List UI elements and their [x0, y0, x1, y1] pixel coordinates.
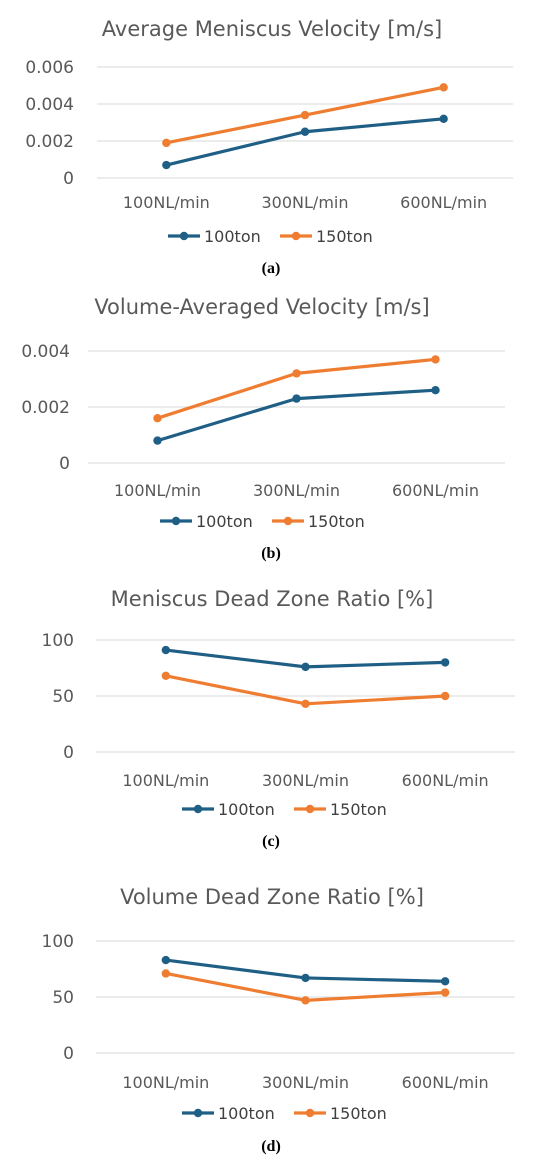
x-tick-label: 300NL/min — [262, 1073, 349, 1092]
chart-svg-a: Average Meniscus Velocity [m/s] 0 0.002 0.0… — [25, 17, 513, 277]
legend-label: 150ton — [316, 227, 373, 246]
data-point-150ton — [162, 138, 171, 148]
legend-item-100ton: 100ton — [182, 1104, 275, 1123]
y-tick-label: 0.002 — [21, 398, 70, 418]
legend-item-100ton: 100ton — [182, 800, 275, 819]
legend-marker — [179, 231, 189, 241]
y-tick-label: 100 — [42, 631, 74, 651]
legend-item-150ton: 150ton — [272, 512, 365, 531]
legend-label: 100ton — [204, 227, 261, 246]
data-point-100ton — [161, 645, 171, 655]
y-tick-label: 0 — [59, 454, 70, 474]
x-tick-label: 300NL/min — [253, 481, 340, 500]
data-point-100ton — [153, 436, 162, 445]
y-tick-label: 100 — [42, 932, 74, 952]
data-point-150ton — [301, 996, 310, 1005]
chart-title: Average Meniscus Velocity [m/s] — [102, 17, 442, 41]
legend-marker — [305, 1108, 315, 1118]
x-tick-label: 300NL/min — [262, 771, 349, 790]
data-point-150ton — [292, 369, 301, 378]
chart-svg-b: Volume-Averaged Velocity [m/s] 0 0.002 0.00… — [21, 295, 505, 562]
data-point-100ton — [161, 955, 171, 965]
x-tick-label: 300NL/min — [262, 193, 349, 212]
y-tick-label: 0.004 — [25, 95, 74, 115]
y-tick-label: 50 — [52, 988, 74, 1008]
legend-item-100ton: 100ton — [168, 227, 261, 246]
legend-label: 150ton — [330, 1104, 387, 1123]
data-point-100ton — [292, 394, 301, 403]
legend-label: 100ton — [218, 800, 275, 819]
series-line-150ton — [155, 357, 438, 420]
data-point-150ton — [300, 110, 310, 120]
legend-marker — [193, 804, 203, 814]
data-point-100ton — [301, 973, 310, 983]
series-line-100ton — [164, 117, 446, 167]
data-point-150ton — [440, 988, 450, 997]
x-tick-label: 100NL/min — [114, 481, 201, 500]
data-point-100ton — [301, 662, 310, 672]
data-point-150ton — [161, 671, 171, 681]
legend-label: 150ton — [308, 512, 365, 531]
x-tick-label: 100NL/min — [122, 1073, 209, 1092]
legend-item-150ton: 150ton — [294, 800, 387, 819]
chart-title: Meniscus Dead Zone Ratio [%] — [111, 587, 434, 611]
chart-title: Volume Dead Zone Ratio [%] — [120, 885, 424, 909]
legend-item-100ton: 100ton — [160, 512, 253, 531]
legend-label: 100ton — [196, 512, 253, 531]
legend-marker — [193, 1108, 203, 1118]
data-point-150ton — [161, 969, 171, 978]
legend-label: 100ton — [218, 1104, 275, 1123]
legend-item-150ton: 150ton — [294, 1104, 387, 1123]
data-point-100ton — [162, 160, 171, 170]
x-tick-label: 600NL/min — [402, 1073, 489, 1092]
chart-svg-d: Volume Dead Zone Ratio [%] 0 50 100 100NL/mi… — [42, 885, 515, 1155]
legend-marker — [171, 516, 181, 526]
data-point-100ton — [439, 114, 448, 124]
y-tick-label: 0.004 — [21, 342, 70, 362]
legend-marker — [305, 804, 315, 814]
x-tick-label: 100NL/min — [123, 193, 210, 212]
y-tick-label: 0 — [63, 743, 74, 763]
data-point-100ton — [440, 658, 450, 667]
figure-caption: (c) — [262, 833, 280, 850]
figure-caption: (a) — [262, 260, 281, 277]
x-tick-label: 600NL/min — [392, 481, 479, 500]
chart-panel-b: Volume-Averaged Velocity [m/s] 0 0.002 0.00… — [0, 290, 542, 580]
y-tick-label: 0.006 — [25, 58, 74, 78]
data-point-150ton — [301, 699, 310, 709]
chart-panel-d: Volume Dead Zone Ratio [%] 0 50 100 100NL/mi… — [0, 870, 542, 1169]
y-tick-label: 50 — [52, 687, 74, 707]
data-point-150ton — [431, 355, 440, 364]
legend-item-150ton: 150ton — [280, 227, 373, 246]
x-tick-label: 600NL/min — [402, 771, 489, 790]
figure-caption: (b) — [261, 545, 281, 562]
x-tick-label: 600NL/min — [400, 193, 487, 212]
series-line-150ton — [164, 674, 447, 706]
figure-caption: (d) — [261, 1138, 281, 1155]
legend-label: 150ton — [330, 800, 387, 819]
data-point-150ton — [439, 83, 448, 92]
data-point-100ton — [431, 386, 440, 395]
y-tick-label: 0.002 — [25, 132, 74, 152]
chart-panel-a: Average Meniscus Velocity [m/s] 0 0.002 0.0… — [0, 0, 542, 290]
chart-panel-c: Meniscus Dead Zone Ratio [%] 0 50 100 100NL/… — [0, 580, 542, 870]
chart-svg-c: Meniscus Dead Zone Ratio [%] 0 50 100 100NL/… — [42, 587, 515, 850]
data-point-100ton — [440, 977, 450, 986]
y-tick-label: 0 — [63, 169, 74, 189]
data-point-150ton — [440, 691, 450, 701]
chart-title: Volume-Averaged Velocity [m/s] — [94, 295, 429, 319]
data-point-150ton — [153, 414, 162, 423]
data-point-100ton — [300, 127, 310, 136]
legend-marker — [291, 231, 301, 241]
legend-marker — [283, 516, 293, 526]
x-tick-label: 100NL/min — [122, 771, 209, 790]
y-tick-label: 0 — [63, 1044, 74, 1064]
